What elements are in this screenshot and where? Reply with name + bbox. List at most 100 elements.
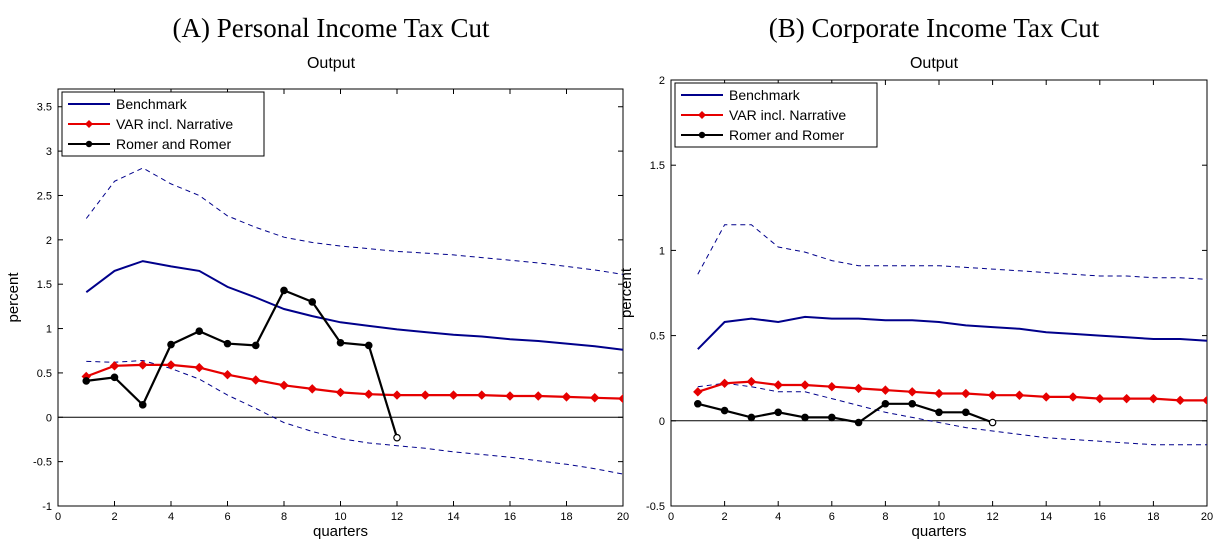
x-tick-label: 6 bbox=[829, 511, 835, 523]
legend-marker-diamond bbox=[85, 120, 93, 128]
data-point-diamond bbox=[505, 391, 515, 401]
y-axis-label: percent bbox=[5, 272, 22, 323]
y-tick-label: 3 bbox=[46, 146, 52, 158]
x-tick-label: 0 bbox=[55, 511, 61, 523]
x-tick-label: 18 bbox=[560, 511, 572, 523]
data-point-dot bbox=[167, 340, 175, 349]
data-point-dot bbox=[881, 399, 890, 408]
confidence-band-lower bbox=[86, 359, 623, 475]
data-point-dot bbox=[720, 406, 729, 415]
data-point-diamond bbox=[477, 390, 487, 400]
data-point-diamond bbox=[590, 393, 600, 403]
y-tick-label: 1.5 bbox=[37, 279, 52, 291]
data-point-diamond bbox=[561, 392, 572, 402]
x-tick-label: 18 bbox=[1147, 511, 1159, 523]
plot-subtitle: Output bbox=[307, 55, 356, 72]
y-tick-label: 1 bbox=[659, 245, 665, 257]
data-point-diamond bbox=[364, 389, 374, 399]
y-axis-label: percent bbox=[618, 267, 635, 318]
x-tick-label: 20 bbox=[617, 511, 629, 523]
data-point-dot bbox=[961, 408, 970, 417]
data-point-diamond bbox=[1095, 393, 1105, 404]
y-tick-label: 1 bbox=[46, 324, 52, 336]
data-point-diamond bbox=[335, 387, 346, 398]
data-point-diamond bbox=[961, 388, 971, 399]
data-point-dot bbox=[988, 418, 997, 427]
data-point-dot bbox=[251, 341, 260, 350]
series-line-2 bbox=[86, 289, 399, 439]
x-tick-label: 0 bbox=[668, 511, 674, 523]
confidence-band-lower bbox=[697, 382, 1207, 446]
legend-label: Romer and Romer bbox=[729, 127, 844, 143]
x-tick-label: 2 bbox=[111, 511, 117, 523]
x-tick-label: 16 bbox=[1094, 511, 1106, 523]
plot-area bbox=[670, 79, 1208, 507]
data-point-dot bbox=[308, 298, 317, 306]
panel-title: (A) Personal Income Tax Cut bbox=[172, 13, 490, 43]
data-point-diamond bbox=[1148, 393, 1159, 404]
chart-panel-2: (B) Corporate Income Tax Cut Output 0 2 4 6 8 1… bbox=[618, 13, 1213, 540]
plot-area bbox=[57, 88, 624, 507]
data-point-diamond bbox=[827, 382, 837, 392]
data-point-diamond bbox=[448, 390, 459, 400]
data-point-diamond bbox=[1014, 390, 1025, 400]
y-tick-label: 0 bbox=[46, 412, 52, 424]
data-point-diamond bbox=[1121, 393, 1132, 404]
data-point-dot bbox=[827, 413, 836, 422]
x-tick-label: 16 bbox=[504, 511, 516, 523]
data-point-diamond bbox=[533, 391, 543, 401]
confidence-band-upper bbox=[85, 167, 623, 275]
legend-label: Benchmark bbox=[116, 96, 188, 112]
data-point-dot bbox=[393, 433, 401, 442]
x-axis-label: quarters bbox=[313, 523, 368, 540]
data-point-dot bbox=[935, 408, 943, 417]
y-tick-label: -0.5 bbox=[646, 501, 665, 513]
data-point-dot bbox=[908, 399, 917, 408]
data-point-diamond bbox=[907, 387, 917, 397]
x-tick-label: 8 bbox=[882, 511, 888, 523]
data-point-diamond bbox=[987, 390, 998, 400]
data-point-dot bbox=[138, 401, 147, 409]
x-tick-label: 4 bbox=[168, 511, 174, 523]
x-tick-label: 4 bbox=[775, 511, 781, 523]
y-tick-label: 3.5 bbox=[37, 102, 52, 114]
data-point-diamond bbox=[1202, 395, 1207, 406]
data-point-diamond bbox=[1175, 395, 1185, 406]
series-line-0 bbox=[697, 315, 1207, 350]
y-tick-label: 2.5 bbox=[37, 190, 52, 202]
x-tick-label: 10 bbox=[933, 511, 945, 523]
legend-marker-dot bbox=[85, 140, 93, 148]
x-tick-label: 14 bbox=[447, 511, 459, 523]
data-point-dot bbox=[801, 413, 809, 422]
data-point-diamond bbox=[880, 385, 891, 395]
data-point-dot bbox=[364, 341, 373, 350]
panel-title: (B) Corporate Income Tax Cut bbox=[769, 13, 1100, 43]
legend-label: Benchmark bbox=[729, 87, 801, 103]
y-tick-label: 2 bbox=[46, 235, 52, 247]
x-tick-label: 12 bbox=[986, 511, 998, 523]
data-point-diamond bbox=[109, 361, 120, 371]
data-point-diamond bbox=[853, 383, 864, 394]
data-point-dot bbox=[82, 377, 91, 385]
data-point-diamond bbox=[251, 375, 261, 385]
legend-marker-diamond bbox=[698, 111, 706, 119]
data-point-dot bbox=[110, 373, 119, 382]
data-point-diamond bbox=[222, 369, 233, 380]
plot-content bbox=[81, 167, 623, 475]
data-point-dot bbox=[693, 399, 702, 408]
x-tick-label: 14 bbox=[1040, 511, 1052, 523]
data-point-diamond bbox=[693, 387, 703, 397]
x-axis-label: quarters bbox=[911, 523, 966, 540]
x-tick-label: 2 bbox=[722, 511, 728, 523]
x-tick-label: 10 bbox=[334, 511, 346, 523]
y-tick-label: 2 bbox=[659, 75, 665, 87]
data-point-diamond bbox=[934, 388, 944, 399]
data-point-diamond bbox=[138, 360, 148, 370]
y-tick-label: -1 bbox=[42, 501, 52, 513]
y-tick-label: 0.5 bbox=[650, 331, 665, 343]
data-point-diamond bbox=[166, 360, 176, 370]
y-tick-label: 1.5 bbox=[650, 160, 665, 172]
series-line-0 bbox=[85, 260, 623, 351]
